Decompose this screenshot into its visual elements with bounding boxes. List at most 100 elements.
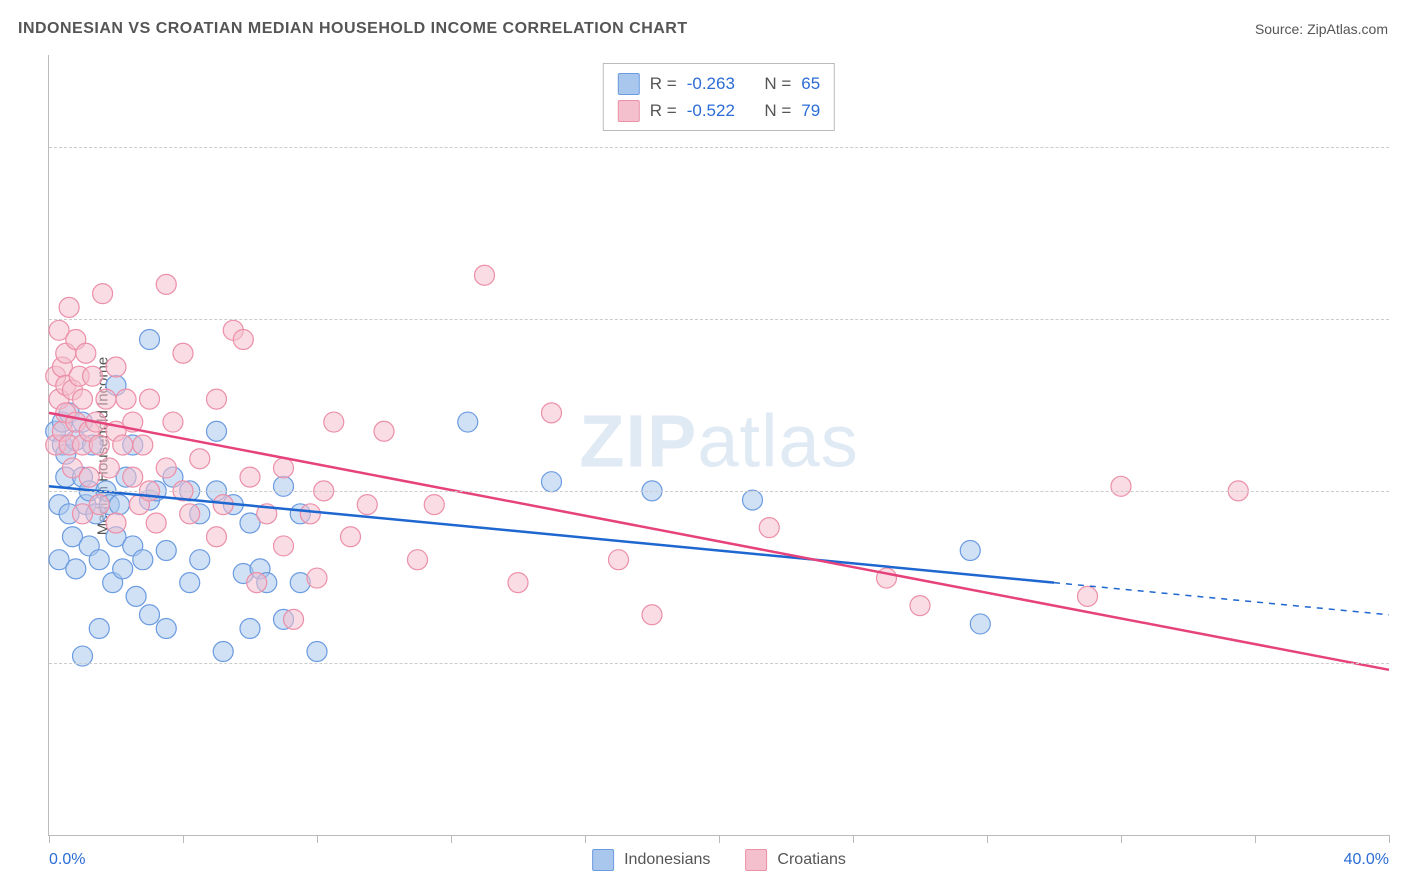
x-tick-mark	[1255, 835, 1256, 843]
scatter-point-croatians	[133, 435, 153, 455]
x-tick-mark	[451, 835, 452, 843]
scatter-point-croatians	[76, 343, 96, 363]
scatter-point-croatians	[1111, 476, 1131, 496]
scatter-point-croatians	[759, 518, 779, 538]
chart-plot-area: ZIPatlas R = -0.263 N = 65 R = -0.522 N …	[48, 55, 1389, 836]
scatter-point-croatians	[146, 513, 166, 533]
scatter-point-croatians	[642, 605, 662, 625]
scatter-point-croatians	[83, 366, 103, 386]
scatter-point-croatians	[93, 284, 113, 304]
scatter-point-indonesians	[156, 619, 176, 639]
scatter-point-indonesians	[109, 495, 129, 515]
x-tick-mark	[853, 835, 854, 843]
source-prefix: Source:	[1255, 21, 1307, 37]
scatter-point-croatians	[542, 403, 562, 423]
scatter-point-croatians	[233, 329, 253, 349]
chart-header: INDONESIAN VS CROATIAN MEDIAN HOUSEHOLD …	[18, 20, 1388, 38]
scatter-point-croatians	[357, 495, 377, 515]
source-attribution: Source: ZipAtlas.com	[1255, 21, 1388, 37]
scatter-point-croatians	[274, 458, 294, 478]
scatter-point-croatians	[180, 504, 200, 524]
scatter-point-croatians	[156, 274, 176, 294]
scatter-point-indonesians	[113, 559, 133, 579]
scatter-point-indonesians	[89, 550, 109, 570]
scatter-point-indonesians	[156, 541, 176, 561]
x-tick-mark	[585, 835, 586, 843]
scatter-point-croatians	[207, 527, 227, 547]
scatter-point-croatians	[207, 389, 227, 409]
scatter-point-croatians	[116, 389, 136, 409]
scatter-point-croatians	[609, 550, 629, 570]
x-tick-label: 40.0%	[1344, 851, 1389, 869]
y-tick-label: $112,500	[1399, 310, 1406, 328]
scatter-point-croatians	[156, 458, 176, 478]
gridline-horizontal	[49, 319, 1389, 320]
legend-item-croatians: Croatians	[745, 849, 845, 871]
scatter-point-croatians	[96, 389, 116, 409]
scatter-point-croatians	[300, 504, 320, 524]
gridline-horizontal	[49, 663, 1389, 664]
scatter-point-indonesians	[213, 641, 233, 661]
scatter-point-croatians	[140, 389, 160, 409]
scatter-point-croatians	[408, 550, 428, 570]
x-tick-mark	[317, 835, 318, 843]
scatter-point-croatians	[79, 467, 99, 487]
scatter-point-indonesians	[180, 573, 200, 593]
y-tick-label: $150,000	[1399, 138, 1406, 156]
scatter-point-croatians	[910, 596, 930, 616]
scatter-point-indonesians	[743, 490, 763, 510]
scatter-point-croatians	[374, 421, 394, 441]
scatter-point-indonesians	[140, 329, 160, 349]
scatter-point-croatians	[341, 527, 361, 547]
scatter-point-croatians	[173, 343, 193, 363]
scatter-point-croatians	[59, 297, 79, 317]
scatter-point-indonesians	[133, 550, 153, 570]
x-tick-mark	[1389, 835, 1390, 843]
legend-item-indonesians: Indonesians	[592, 849, 710, 871]
chart-svg	[49, 55, 1389, 835]
scatter-point-croatians	[475, 265, 495, 285]
legend-swatch-croatians	[745, 849, 767, 871]
scatter-point-croatians	[508, 573, 528, 593]
chart-title: INDONESIAN VS CROATIAN MEDIAN HOUSEHOLD …	[18, 20, 688, 38]
scatter-point-indonesians	[126, 586, 146, 606]
scatter-point-indonesians	[458, 412, 478, 432]
scatter-point-indonesians	[190, 550, 210, 570]
scatter-point-croatians	[89, 495, 109, 515]
x-tick-mark	[719, 835, 720, 843]
scatter-point-croatians	[123, 467, 143, 487]
scatter-point-indonesians	[960, 541, 980, 561]
scatter-point-croatians	[240, 467, 260, 487]
gridline-horizontal	[49, 491, 1389, 492]
scatter-point-croatians	[106, 513, 126, 533]
scatter-point-croatians	[247, 573, 267, 593]
source-link[interactable]: ZipAtlas.com	[1307, 21, 1388, 37]
scatter-point-indonesians	[240, 619, 260, 639]
x-tick-mark	[183, 835, 184, 843]
scatter-point-croatians	[73, 389, 93, 409]
scatter-point-indonesians	[542, 472, 562, 492]
scatter-point-croatians	[89, 435, 109, 455]
scatter-point-indonesians	[274, 476, 294, 496]
scatter-point-croatians	[307, 568, 327, 588]
scatter-point-croatians	[424, 495, 444, 515]
scatter-point-indonesians	[140, 605, 160, 625]
scatter-point-croatians	[1078, 586, 1098, 606]
x-tick-mark	[49, 835, 50, 843]
y-tick-label: $75,000	[1399, 482, 1406, 500]
scatter-point-croatians	[324, 412, 344, 432]
scatter-point-indonesians	[89, 619, 109, 639]
scatter-point-croatians	[113, 435, 133, 455]
scatter-point-indonesians	[66, 559, 86, 579]
y-tick-label: $37,500	[1399, 654, 1406, 672]
scatter-point-croatians	[99, 458, 119, 478]
legend-label-indonesians: Indonesians	[624, 851, 710, 869]
scatter-point-croatians	[284, 609, 304, 629]
trend-line-dashed-indonesians	[1054, 583, 1389, 615]
scatter-point-croatians	[274, 536, 294, 556]
scatter-point-croatians	[190, 449, 210, 469]
scatter-point-croatians	[163, 412, 183, 432]
x-tick-mark	[987, 835, 988, 843]
legend-label-croatians: Croatians	[777, 851, 845, 869]
scatter-point-indonesians	[307, 641, 327, 661]
